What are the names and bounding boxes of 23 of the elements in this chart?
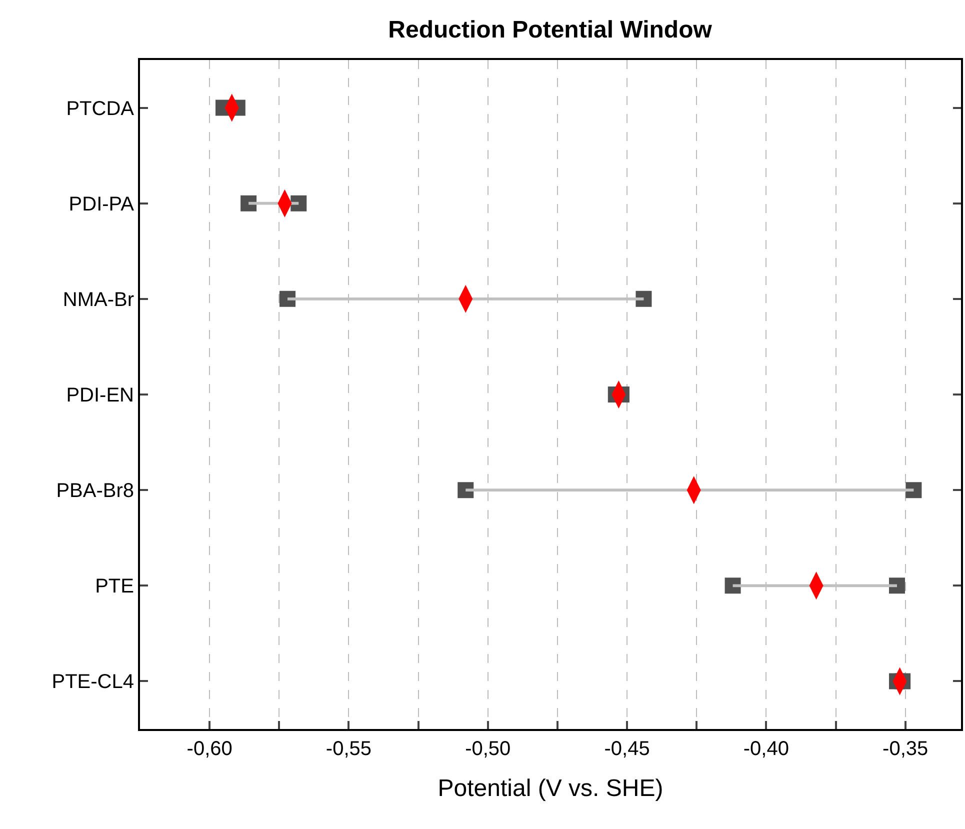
point: [280, 290, 296, 307]
x-tick-label: -0,40: [743, 738, 789, 760]
point: [636, 290, 652, 307]
x-tick-label: -0,60: [186, 738, 232, 760]
y-tick-label: PBA-Br8: [56, 480, 134, 502]
chart-title: Reduction Potential Window: [388, 16, 712, 44]
y-tick-label: NMA-Br: [62, 288, 134, 311]
point: [724, 578, 741, 594]
point: [458, 482, 474, 498]
x-axis-title: Potential (V vs. SHE): [438, 774, 664, 802]
point: [906, 482, 922, 498]
y-tick-label: PTCDA: [66, 98, 135, 120]
x-tick-label: -0,50: [465, 738, 511, 760]
x-tick-label: -0,55: [326, 738, 372, 760]
y-tick-label: PDI-EN: [66, 384, 134, 406]
point: [290, 195, 307, 212]
point: [888, 578, 905, 594]
y-tick-label: PTE: [95, 576, 134, 598]
x-tick-label: -0,35: [882, 738, 928, 760]
x-tick-label: -0,45: [604, 738, 650, 760]
y-tick-label: PTE-CL4: [52, 671, 134, 694]
point: [240, 195, 257, 212]
y-tick-label: PDI-PA: [68, 193, 135, 216]
